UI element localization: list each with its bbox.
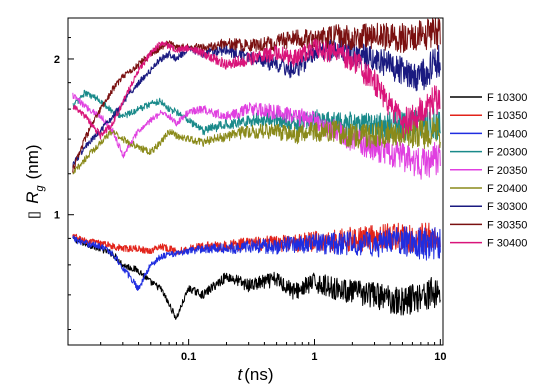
legend-label: F 20300	[487, 147, 527, 159]
legend-label: F 30300	[487, 201, 527, 213]
legend-label: F 30400	[487, 238, 527, 250]
x-axis-label: t(ns)	[237, 365, 273, 384]
legend-label: F 10350	[487, 110, 527, 122]
x-tick-label: 0.1	[181, 351, 196, 363]
y-axis-label: [] Rg(nm)	[23, 144, 46, 218]
legend-label: F 20400	[487, 183, 527, 195]
x-tick-label: 10	[434, 351, 446, 363]
legend-label: F 30350	[487, 219, 527, 231]
y-tick-label: 1	[54, 210, 60, 222]
y-tick-label: 2	[54, 54, 60, 66]
series-layer	[73, 18, 441, 320]
x-tick-label: 1	[311, 351, 317, 363]
legend-label: F 20350	[487, 165, 527, 177]
legend: F 10300 F 10350 F 10400 F 20300 F 20350 F 204…	[450, 92, 527, 250]
legend-label: F 10400	[487, 128, 527, 140]
legend-label: F 10300	[487, 92, 527, 104]
